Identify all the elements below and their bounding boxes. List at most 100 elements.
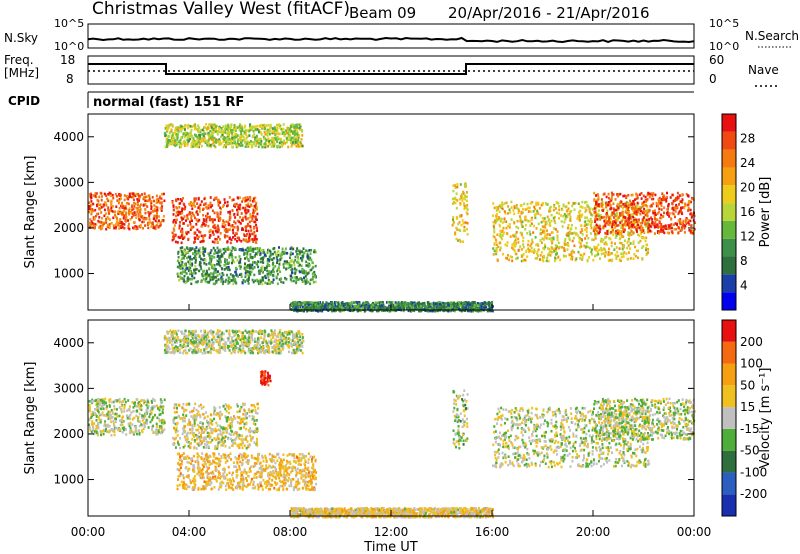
power-cell [242, 249, 245, 252]
power-cell [273, 270, 275, 274]
power-cell [110, 199, 113, 203]
power-cell [395, 303, 398, 306]
power-cell [608, 253, 611, 256]
power-cell [482, 306, 485, 309]
power-cell [281, 253, 283, 256]
power-cell [158, 196, 161, 200]
power-cell [252, 197, 255, 200]
power-cell [303, 305, 306, 309]
power-cell [305, 302, 308, 305]
power-cell [219, 212, 222, 216]
power-cell [584, 237, 587, 240]
power-cell [529, 244, 532, 248]
power-cell [241, 281, 244, 285]
power-cell [612, 230, 615, 233]
power-cell [180, 263, 183, 267]
power-cell [519, 245, 522, 248]
power-cell [186, 266, 189, 270]
power-cell [433, 303, 436, 307]
power-cell [262, 135, 265, 139]
power-cell [535, 201, 538, 205]
power-cell [254, 216, 257, 219]
power-cell [251, 215, 254, 218]
power-cell [635, 227, 637, 230]
power-cell [508, 258, 511, 262]
power-cell [105, 217, 108, 221]
power-cell [466, 212, 469, 216]
power-cell [648, 192, 651, 196]
power-cell [581, 229, 584, 233]
power-cell [642, 200, 645, 204]
power-cell [618, 231, 621, 235]
power-cell [607, 201, 610, 204]
power-cell [219, 248, 222, 252]
power-cell [570, 232, 573, 235]
power-cell [231, 246, 234, 249]
power-cell [612, 233, 615, 236]
power-cell [93, 227, 96, 230]
power-cell [310, 258, 313, 262]
power-cell [581, 254, 584, 258]
power-cell [585, 234, 588, 237]
power-cell [228, 281, 231, 284]
power-cell [106, 197, 109, 201]
power-cell [617, 206, 620, 210]
power-cell [468, 309, 471, 313]
power-cell [295, 277, 298, 281]
power-cell [294, 272, 297, 275]
power-cell [108, 191, 111, 195]
power-cell [522, 253, 525, 256]
power-cell [311, 303, 314, 307]
power-cell [155, 216, 158, 220]
power-cell [178, 261, 181, 265]
power-cell [268, 132, 271, 136]
power-cell [200, 267, 203, 271]
power-cell [589, 207, 592, 210]
power-cell [330, 309, 333, 313]
power-cell [462, 190, 465, 194]
power-cell [249, 140, 252, 143]
power-cell [243, 131, 246, 134]
power-cell [619, 259, 622, 263]
power-cell [515, 225, 518, 229]
power-cell [600, 252, 603, 256]
power-cell [181, 272, 183, 275]
power-cell [348, 307, 351, 310]
power-cell [242, 216, 245, 220]
power-cell [612, 193, 615, 196]
power-cell [625, 195, 628, 198]
power-cell [279, 124, 282, 128]
power-cell [274, 128, 277, 132]
power-cell [247, 276, 250, 280]
power-cell [517, 241, 520, 244]
power-cell [294, 270, 297, 273]
nsky-tick-top: 10^5 [54, 17, 84, 30]
power-cell [105, 221, 108, 224]
power-cell [624, 194, 626, 198]
power-cell [680, 206, 682, 210]
power-cell [185, 280, 188, 284]
power-cell [266, 264, 269, 268]
power-cell [667, 204, 670, 208]
power-cell [617, 194, 620, 198]
power-cell [566, 215, 569, 219]
power-cell [272, 139, 275, 143]
power-cell [101, 227, 104, 230]
power-cell [241, 228, 243, 231]
power-cell [233, 123, 236, 127]
power-cell [193, 214, 195, 217]
power-cell [522, 236, 525, 239]
power-cell [529, 210, 532, 213]
power-cell [464, 197, 467, 201]
power-cell [186, 250, 189, 254]
power-cell [219, 232, 222, 235]
power-cell [132, 221, 135, 224]
power-cell [149, 221, 151, 224]
power-cell [513, 249, 516, 252]
power-cell [276, 258, 279, 262]
power-cell [189, 201, 192, 204]
power-cell [530, 222, 533, 225]
power-cell [499, 241, 502, 245]
power-cell [644, 209, 647, 213]
power-cell [247, 217, 250, 220]
